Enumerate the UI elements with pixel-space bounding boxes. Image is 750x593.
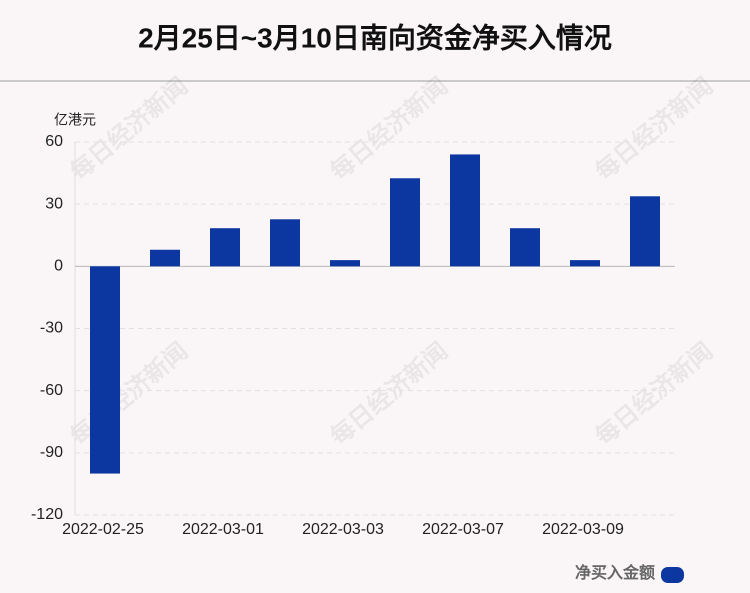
bar bbox=[390, 178, 420, 267]
x-tick-label: 2022-03-07 bbox=[422, 521, 504, 538]
y-tick-label: -90 bbox=[40, 444, 63, 461]
bar bbox=[90, 266, 120, 474]
x-tick-label: 2022-03-09 bbox=[542, 521, 624, 538]
bar bbox=[210, 228, 240, 267]
bar bbox=[270, 219, 300, 267]
x-tick-label: 2022-03-01 bbox=[182, 521, 264, 538]
y-tick-label: 30 bbox=[45, 195, 63, 212]
bar bbox=[630, 196, 660, 267]
y-tick-label: 60 bbox=[45, 133, 63, 150]
y-tick-label: -60 bbox=[40, 382, 63, 399]
bar bbox=[510, 228, 540, 267]
bar bbox=[450, 154, 480, 267]
legend-swatch bbox=[661, 567, 684, 583]
bar bbox=[150, 249, 180, 267]
y-tick-label: -120 bbox=[31, 506, 63, 523]
legend-label: 净买入金额 bbox=[575, 563, 655, 582]
chart-title: 2月25日~3月10日南向资金净买入情况 bbox=[138, 21, 612, 53]
x-tick-label: 2022-02-25 bbox=[62, 521, 144, 538]
bar bbox=[570, 260, 600, 267]
x-tick-label: 2022-03-03 bbox=[302, 521, 384, 538]
y-axis-label: 亿港元 bbox=[54, 112, 96, 128]
y-tick-label: 0 bbox=[54, 258, 63, 275]
bar bbox=[330, 260, 360, 267]
y-tick-label: -30 bbox=[40, 320, 63, 337]
